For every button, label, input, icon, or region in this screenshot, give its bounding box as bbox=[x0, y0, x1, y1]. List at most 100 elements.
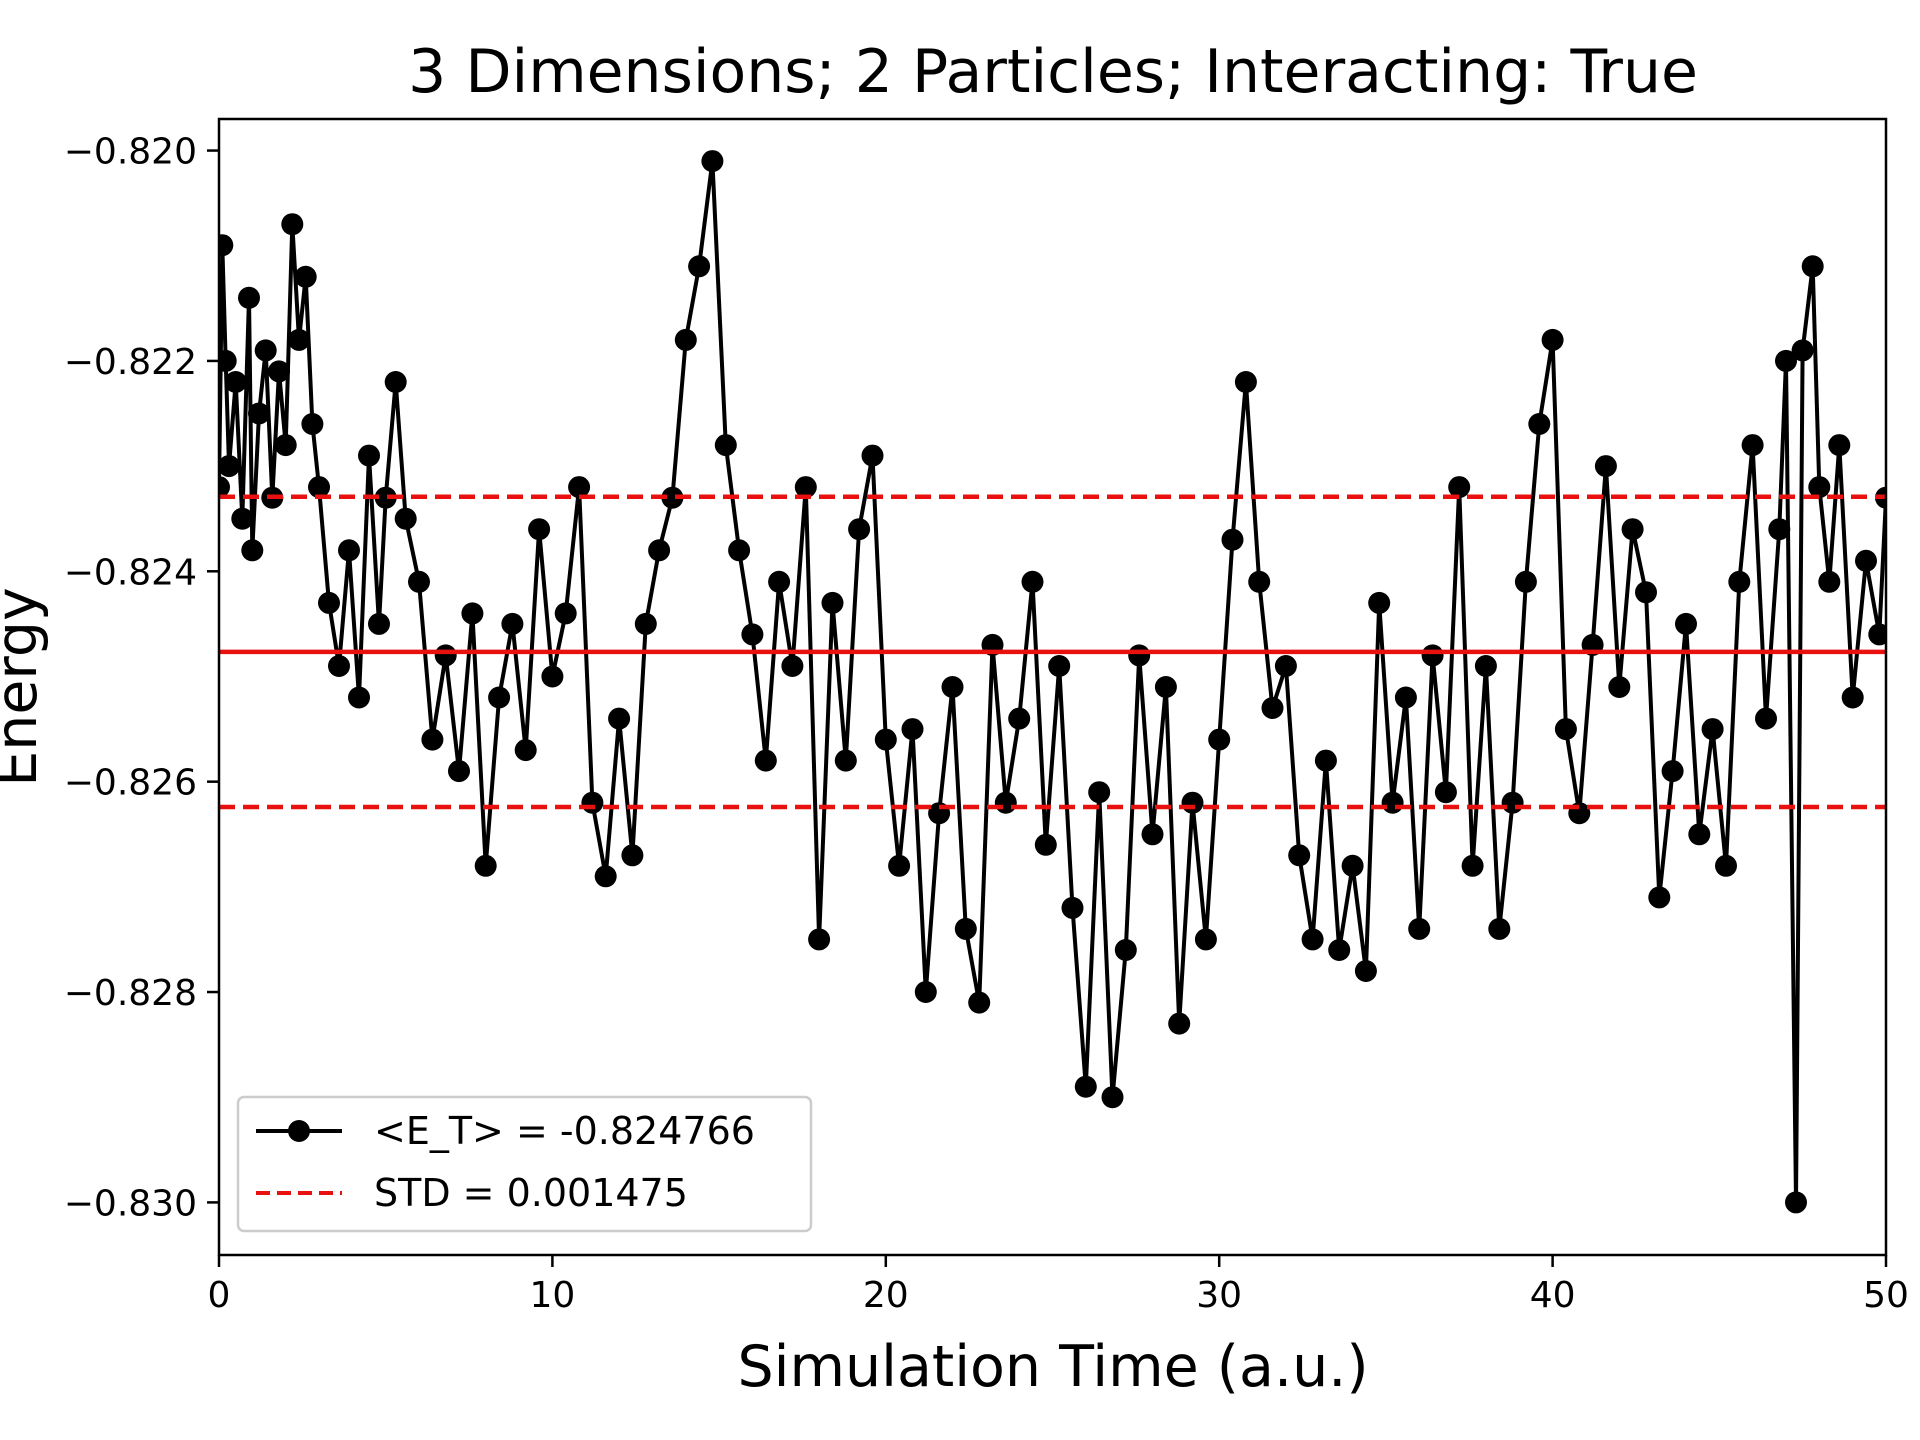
data-point bbox=[1354, 960, 1377, 982]
data-point bbox=[434, 644, 457, 667]
data-point bbox=[768, 570, 791, 593]
y-tick-label: −0.822 bbox=[64, 342, 197, 383]
data-point bbox=[219, 455, 240, 478]
data-point bbox=[1154, 676, 1177, 698]
data-point bbox=[219, 476, 230, 499]
data-point bbox=[1034, 833, 1057, 856]
data-point bbox=[448, 760, 470, 783]
data-point bbox=[861, 444, 884, 467]
data-point bbox=[608, 707, 631, 730]
data-point bbox=[1328, 939, 1351, 961]
data-point bbox=[1088, 781, 1111, 804]
plot-frame bbox=[217, 117, 1888, 1257]
data-point bbox=[781, 655, 804, 677]
data-point bbox=[808, 928, 831, 951]
data-point bbox=[421, 728, 444, 751]
data-point bbox=[1261, 697, 1284, 719]
data-point bbox=[1221, 528, 1244, 551]
data-point bbox=[554, 602, 577, 625]
data-point bbox=[888, 854, 911, 877]
data-point bbox=[281, 213, 304, 236]
data-point bbox=[1128, 644, 1151, 667]
y-axis-ticks: −0.820 −0.822 −0.824 −0.826 −0.828 −0.830 bbox=[64, 132, 219, 1224]
data-point bbox=[348, 686, 370, 709]
series-layer bbox=[219, 150, 1886, 1214]
data-point bbox=[368, 612, 390, 635]
y-axis-label: Energy bbox=[0, 587, 50, 787]
data-point bbox=[1074, 1075, 1097, 1098]
data-point bbox=[338, 539, 360, 562]
data-point bbox=[328, 655, 350, 677]
data-point bbox=[394, 507, 417, 530]
data-point bbox=[1801, 255, 1824, 278]
data-point bbox=[1741, 434, 1764, 457]
x-tick-label: 50 bbox=[1863, 1275, 1909, 1316]
data-point bbox=[514, 739, 537, 762]
data-point bbox=[1314, 749, 1337, 772]
data-point bbox=[1528, 413, 1551, 435]
data-point bbox=[1021, 570, 1044, 593]
plot-area bbox=[219, 150, 1886, 1214]
data-point bbox=[1514, 570, 1537, 593]
data-point bbox=[648, 539, 671, 562]
data-point bbox=[1554, 718, 1577, 741]
data-point bbox=[1248, 570, 1271, 593]
data-point bbox=[1008, 707, 1031, 730]
data-point bbox=[1594, 455, 1617, 478]
data-point bbox=[1688, 823, 1711, 846]
y-tick-label: −0.826 bbox=[64, 763, 197, 804]
data-point bbox=[1394, 686, 1417, 709]
data-point bbox=[1608, 676, 1631, 698]
data-point bbox=[308, 476, 330, 499]
data-point bbox=[1434, 781, 1457, 804]
data-point bbox=[1368, 591, 1391, 614]
data-point bbox=[274, 434, 297, 457]
data-point bbox=[541, 665, 564, 688]
data-point bbox=[1868, 623, 1886, 646]
legend-marker bbox=[288, 1120, 310, 1142]
data-point bbox=[1461, 854, 1484, 877]
x-tick-label: 40 bbox=[1530, 1275, 1576, 1316]
data-point bbox=[238, 286, 260, 309]
data-point bbox=[848, 518, 871, 541]
y-tick-label: −0.820 bbox=[64, 132, 197, 173]
x-tick-label: 20 bbox=[863, 1275, 909, 1316]
data-point bbox=[1101, 1086, 1124, 1109]
data-point bbox=[1841, 686, 1864, 709]
data-point bbox=[661, 486, 684, 509]
data-point bbox=[1194, 928, 1217, 951]
data-point bbox=[1768, 518, 1791, 541]
data-point bbox=[1621, 518, 1644, 541]
legend-box bbox=[236, 1095, 813, 1233]
legend: <E_T> = -0.824766 STD = 0.001475 bbox=[236, 1095, 813, 1233]
data-point bbox=[1061, 896, 1084, 919]
x-axis-label: Simulation Time (a.u.) bbox=[737, 1334, 1368, 1400]
data-point bbox=[794, 476, 817, 499]
data-point bbox=[688, 255, 711, 278]
data-point bbox=[318, 591, 340, 614]
data-point bbox=[968, 991, 991, 1014]
x-tick-label: 0 bbox=[208, 1275, 231, 1316]
data-point bbox=[1288, 844, 1311, 867]
data-point bbox=[358, 444, 380, 467]
data-point bbox=[461, 602, 484, 625]
data-point bbox=[1661, 760, 1684, 783]
data-point bbox=[954, 917, 977, 940]
reference-lines bbox=[219, 494, 1886, 810]
data-point bbox=[1828, 434, 1851, 457]
data-point bbox=[594, 865, 617, 888]
data-point bbox=[994, 791, 1017, 814]
data-point bbox=[1274, 655, 1297, 677]
data-point bbox=[294, 265, 317, 288]
data-point bbox=[941, 676, 964, 698]
data-point bbox=[621, 844, 644, 867]
data-point bbox=[528, 518, 551, 541]
data-point bbox=[1168, 1012, 1191, 1035]
data-point bbox=[1421, 644, 1444, 667]
data-point bbox=[1541, 328, 1564, 351]
data-point bbox=[634, 612, 657, 635]
y-tick-label: −0.830 bbox=[64, 1183, 197, 1224]
data-point bbox=[568, 476, 591, 499]
data-point bbox=[1114, 939, 1137, 961]
